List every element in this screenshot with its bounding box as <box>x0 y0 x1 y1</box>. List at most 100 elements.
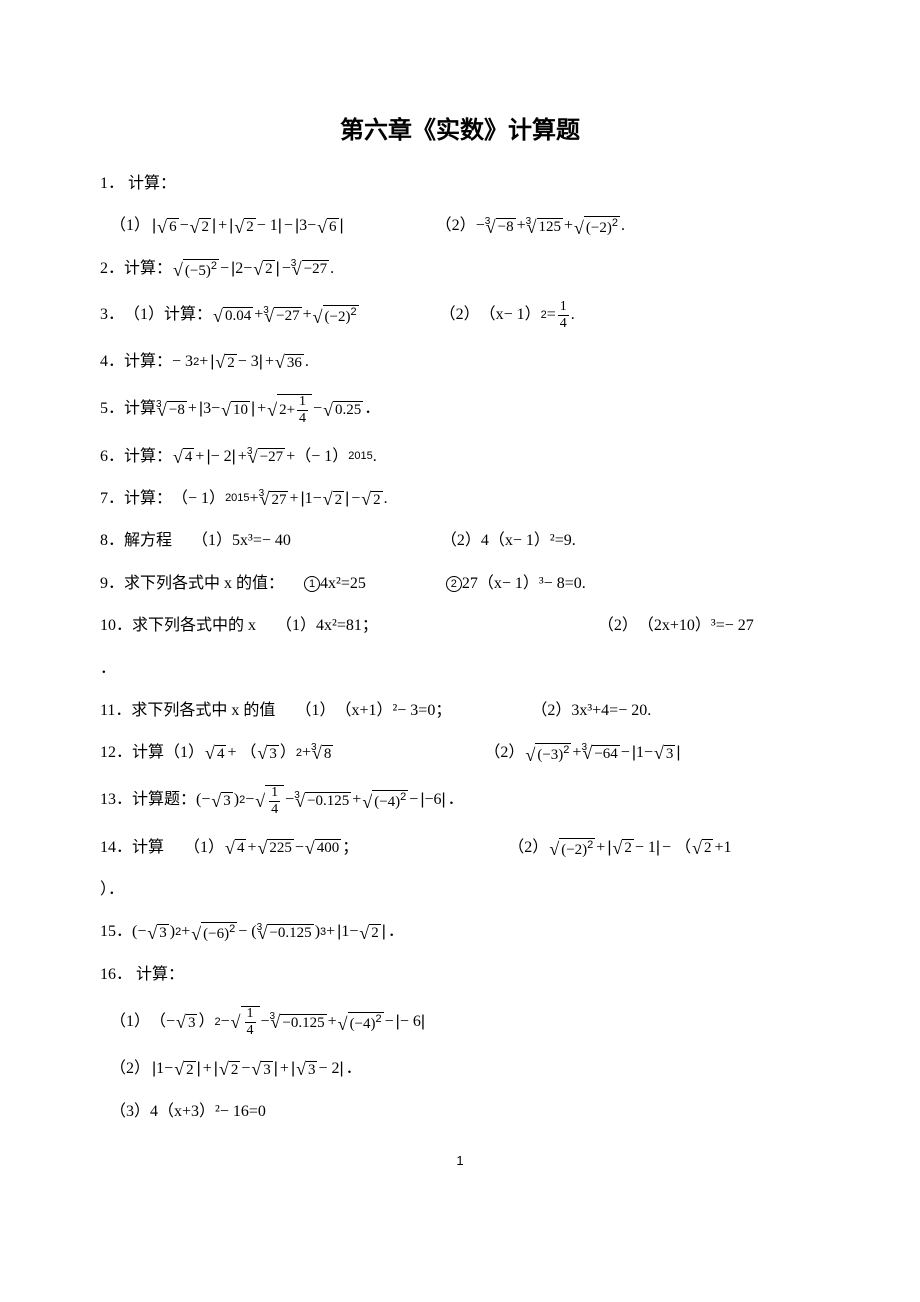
radicand: 2 <box>702 839 714 857</box>
part-2: （2） − 3√−8+ 3√125+ √(−2)2. <box>436 215 625 237</box>
num-label: 9． <box>100 573 124 595</box>
cbrt-icon: 3√−27 <box>248 448 285 466</box>
sqrt-icon: √2 <box>323 490 344 508</box>
abs: √2− 1 <box>227 215 284 237</box>
label: 计算题： <box>132 789 196 811</box>
sqrt-icon: √36 <box>275 353 304 371</box>
radicand: 27 <box>269 491 288 509</box>
problem-10-dot: ． <box>100 658 820 680</box>
sqrt-icon: √0.25 <box>323 401 363 419</box>
sub-label: （2） <box>598 615 638 637</box>
denom: 4 <box>558 315 569 331</box>
label: 计算： <box>136 966 184 983</box>
part-1: （1） √4+ （√3）2+ 3√8 <box>164 742 334 764</box>
sqrt-icon: √6 <box>317 218 338 236</box>
fraction: 14 <box>245 1007 256 1038</box>
fraction: 14 <box>558 300 569 331</box>
sub-label: （2） <box>508 837 548 859</box>
num-label: 5． <box>100 398 124 420</box>
page-number: 1 <box>100 1153 820 1168</box>
problem-8: 8． 解方程 （1）5x³=− 40 （2）4（x− 1）²=9. <box>100 530 820 552</box>
radicand: 2 <box>244 218 256 236</box>
abs: 1−√2 <box>335 921 388 943</box>
radicand: −8 <box>167 401 187 419</box>
num-label: 4． <box>100 351 124 373</box>
radicand: 3 <box>306 1061 318 1079</box>
abs: √6−√2 <box>150 215 218 237</box>
problem-1-parts: （1） √6−√2 + √2− 1 − 3−√6 （2） − 3√−8+ 3√1… <box>100 215 820 237</box>
abs: √3− 2 <box>289 1058 346 1080</box>
abs: 3− √10 <box>197 398 257 420</box>
sqrt-icon: √2 <box>253 260 274 278</box>
numer: 1 <box>245 1007 256 1022</box>
radicand: 2 <box>369 924 381 942</box>
sqrt-icon: √(−5)2 <box>173 259 219 280</box>
radicand: (−4)2 <box>348 1012 384 1033</box>
part-3: （3） 4（x+3）²− 16=0 <box>110 1101 266 1123</box>
abs: 1− √2 <box>299 488 352 510</box>
label: 计算： <box>124 258 172 280</box>
cbrt-icon: 3√−64 <box>582 744 619 762</box>
radicand: −64 <box>592 745 619 763</box>
abs: 2− √2 <box>229 258 282 280</box>
cbrt-icon: 3√−8 <box>157 401 187 419</box>
problem-13: 13． 计算题： (−√3)2− √14− 3√−0.125+ √(−4)2− … <box>100 785 820 817</box>
radicand: −27 <box>258 448 285 466</box>
radicand: (−6)2 <box>201 922 237 943</box>
label: 计算 <box>132 742 164 764</box>
expr: 4（x+3）²− 16=0 <box>150 1101 266 1123</box>
sub-label: （1） <box>124 304 164 326</box>
radicand: 2 <box>225 354 237 372</box>
abs: 1− √3 <box>630 742 683 764</box>
sub-label: （1） <box>110 215 150 237</box>
radicand: 225 <box>267 839 294 857</box>
radicand: 0.04 <box>223 307 253 325</box>
radicand: 3 <box>664 745 676 763</box>
sqrt-icon: √4 <box>225 839 246 857</box>
sqrt-icon: √10 <box>221 401 250 419</box>
sqrt-icon: √(−2)2 <box>313 305 359 326</box>
radicand: 14 <box>265 785 284 817</box>
cbrt-icon: 3√−0.125 <box>258 924 314 942</box>
problem-10: 10． 求下列各式中的 x （1）4x²=81； （2）（2x+10）³=− 2… <box>100 615 820 637</box>
radicand: 2 <box>333 491 345 509</box>
radicand: −8 <box>496 218 516 236</box>
abs: −6 <box>418 789 447 811</box>
radicand: (−3)2 <box>535 743 571 764</box>
problem-3: 3． （1）计算： √0.04+ 3√−27+ √(−2)2 （2） （x− 1… <box>100 300 820 331</box>
problem-2: 2． 计算： √(−5)2− 2− √2− 3√−27. <box>100 258 820 280</box>
label: 计算： <box>128 175 176 192</box>
radicand: −0.125 <box>280 1014 326 1032</box>
sqrt-icon: √2 <box>234 218 255 236</box>
sqrt-icon: √6 <box>157 218 178 236</box>
sub-label: （1） <box>276 615 316 637</box>
abs: √2− 3 <box>208 351 265 373</box>
label: 计算： <box>124 446 172 468</box>
num-label: 11． <box>100 700 131 722</box>
expr: 4x²=81； <box>316 615 378 637</box>
radicand: −27 <box>274 307 301 325</box>
num-label: 2． <box>100 258 124 280</box>
part-1: （1）计算： √0.04+ 3√−27+ √(−2)2 <box>124 304 360 326</box>
sqrt-icon: √2+14 <box>267 394 312 426</box>
expr: 27（x− 1）³− 8=0. <box>462 573 586 595</box>
num-label: 6． <box>100 446 124 468</box>
problem-9: 9． 求下列各式中 x 的值： 14x²=25 227（x− 1）³− 8=0. <box>100 573 820 595</box>
sub-label: （1） <box>295 700 335 722</box>
radicand: 3 <box>186 1014 198 1032</box>
problem-16-2: （2） 1− √2+ √2− √3+ √3− 2． <box>100 1058 820 1080</box>
radicand: 0.25 <box>333 401 363 419</box>
sub-label: （1） <box>192 530 232 552</box>
cbrt-icon: 3√125 <box>527 218 563 236</box>
num-label: 13． <box>100 789 132 811</box>
radicand: 14 <box>241 1006 260 1038</box>
label: 解方程 <box>124 530 172 552</box>
exp: 2015 <box>225 491 249 506</box>
radicand: 8 <box>322 745 334 763</box>
cbrt-icon: 3√−0.125 <box>271 1013 327 1031</box>
sqrt-icon: √(−2)2 <box>574 216 620 237</box>
radicand: 4 <box>183 448 195 466</box>
problem-1: 1． 计算： <box>100 173 820 195</box>
sub-label: （2） <box>440 304 480 326</box>
fraction: 14 <box>269 786 280 817</box>
